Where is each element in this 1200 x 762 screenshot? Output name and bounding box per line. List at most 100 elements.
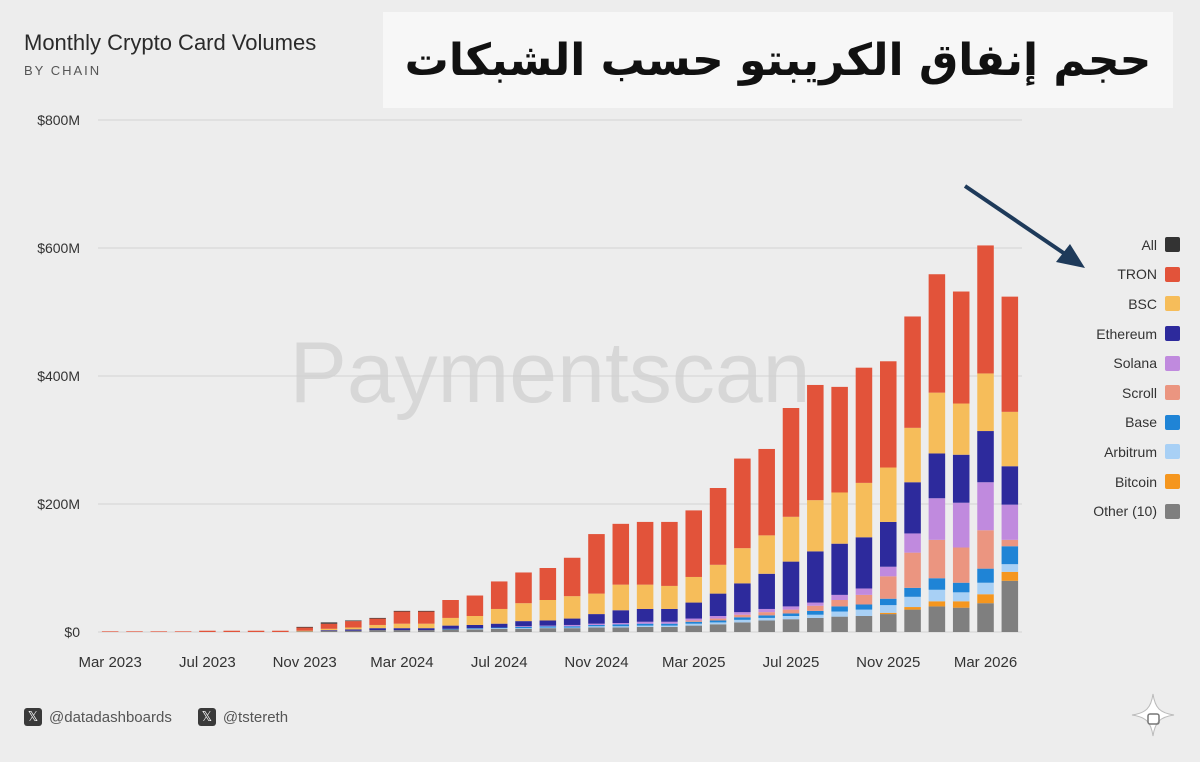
- footer-handle-2[interactable]: 𝕏 @tstereth: [197, 708, 288, 726]
- bar-segment: [466, 628, 484, 630]
- sparkle-icon: [1131, 693, 1175, 737]
- bar-segment: [515, 626, 532, 629]
- bar-segment: [369, 630, 386, 632]
- bar-segment: [831, 492, 848, 544]
- x-tick-label: Mar 2026: [954, 654, 1017, 671]
- legend-item[interactable]: Other (10): [1040, 496, 1180, 526]
- bar-segment: [1001, 411, 1019, 467]
- bar-segment: [345, 621, 362, 628]
- legend-item[interactable]: TRON: [1040, 260, 1180, 290]
- bar-segment: [1001, 296, 1019, 412]
- bar-segment: [685, 576, 702, 603]
- bar-segment: [661, 626, 678, 632]
- bar-segment: [807, 614, 824, 618]
- legend-item[interactable]: BSC: [1040, 289, 1180, 319]
- bar-segment: [880, 614, 897, 632]
- arrow-annotation: [963, 184, 1085, 268]
- bar-segment: [952, 403, 970, 455]
- bar-segment: [661, 621, 678, 624]
- bar-segment: [588, 623, 605, 625]
- bar-segment: [442, 629, 459, 632]
- bar-segment: [855, 609, 873, 616]
- legend-item[interactable]: Base: [1040, 408, 1180, 438]
- bar-segment: [928, 498, 946, 540]
- bar-segment: [855, 367, 873, 483]
- bar-segment: [393, 630, 411, 632]
- bar-segment: [199, 630, 216, 632]
- x-logo-icon: 𝕏: [197, 708, 216, 726]
- legend-item[interactable]: All: [1040, 230, 1180, 260]
- bar-segment: [758, 535, 775, 574]
- legend-swatch: [1165, 296, 1180, 312]
- legend-item[interactable]: Ethereum: [1040, 319, 1180, 349]
- bar-segment: [855, 588, 873, 595]
- bar-segment: [685, 618, 702, 621]
- x-axis-ticks: Mar 2023 Jul 2023 Nov 2023 Mar 2024 Jul 2024…: [78, 654, 1017, 671]
- bar-segment: [612, 624, 630, 627]
- bar-segment: [831, 606, 848, 612]
- legend-item[interactable]: Bitcoin: [1040, 467, 1180, 497]
- bar-segment: [855, 537, 873, 589]
- bar-segment: [855, 594, 873, 605]
- bar-segment: [1001, 564, 1019, 572]
- bar-segment: [588, 534, 605, 594]
- bar-segment: [296, 631, 313, 632]
- bar-segment: [466, 629, 484, 632]
- legend-swatch: [1165, 503, 1180, 519]
- legend-item[interactable]: Scroll: [1040, 378, 1180, 408]
- bar-segment: [1001, 466, 1019, 505]
- bar-segment: [928, 392, 946, 454]
- bar-segment: [636, 626, 654, 632]
- bar-segment: [1001, 539, 1019, 547]
- bar-segment: [1001, 580, 1019, 632]
- chart-title: Monthly Crypto Card Volumes: [24, 30, 317, 55]
- bar-segment: [928, 601, 946, 607]
- legend-label: TRON: [1117, 266, 1157, 283]
- bar-segment: [539, 625, 557, 627]
- bar-segment: [685, 510, 702, 577]
- chart-subtitle: BY CHAIN: [24, 63, 102, 78]
- legend-item[interactable]: Arbitrum: [1040, 437, 1180, 467]
- legend-swatch: [1165, 444, 1180, 460]
- bar-segment: [539, 627, 557, 629]
- bar-segment: [758, 615, 775, 618]
- bar-segment: [977, 373, 994, 432]
- bar-segment: [588, 626, 605, 628]
- bar-segment: [977, 582, 994, 595]
- stacked-bar-chart: Paymentscan $0 $200M $400M $600M $800M Mar 2…: [37, 112, 1085, 671]
- footer-handle-1[interactable]: 𝕏 @datadashboards: [24, 708, 172, 726]
- bar-segment: [490, 608, 508, 624]
- bar-segment: [126, 631, 143, 632]
- bar-segment: [880, 467, 897, 522]
- bar-segment: [442, 617, 459, 626]
- bar-segment: [807, 602, 824, 606]
- bar-segment: [685, 623, 702, 626]
- bar-segment: [855, 482, 873, 538]
- bar-segment: [831, 600, 848, 607]
- bar-segment: [782, 408, 800, 517]
- bar-segment: [612, 523, 630, 585]
- y-tick-label: $200M: [37, 496, 80, 512]
- bar-segment: [880, 598, 897, 606]
- bar-segment: [636, 584, 654, 609]
- bar-segment: [928, 453, 946, 499]
- footer: 𝕏 @datadashboards 𝕏 @tstereth: [24, 708, 288, 726]
- x-tick-label: Mar 2023: [78, 654, 141, 671]
- bar-segment: [709, 618, 727, 621]
- bar-segment: [393, 611, 411, 624]
- bar-segment: [855, 604, 873, 610]
- bar-segment: [807, 384, 824, 501]
- bar-segment: [661, 623, 678, 626]
- bar-segment: [831, 543, 848, 595]
- bar-segment: [539, 628, 557, 632]
- bar-segment: [588, 624, 605, 627]
- bar-segment: [782, 616, 800, 620]
- bar-segment: [904, 596, 921, 608]
- bar-segment: [563, 626, 581, 628]
- x-tick-label: Nov 2023: [273, 654, 337, 671]
- legend-item[interactable]: Solana: [1040, 348, 1180, 378]
- bar-segment: [563, 628, 581, 632]
- bar-segment: [952, 607, 970, 632]
- legend-label: Solana: [1113, 355, 1157, 372]
- x-tick-label: Jul 2024: [471, 654, 528, 671]
